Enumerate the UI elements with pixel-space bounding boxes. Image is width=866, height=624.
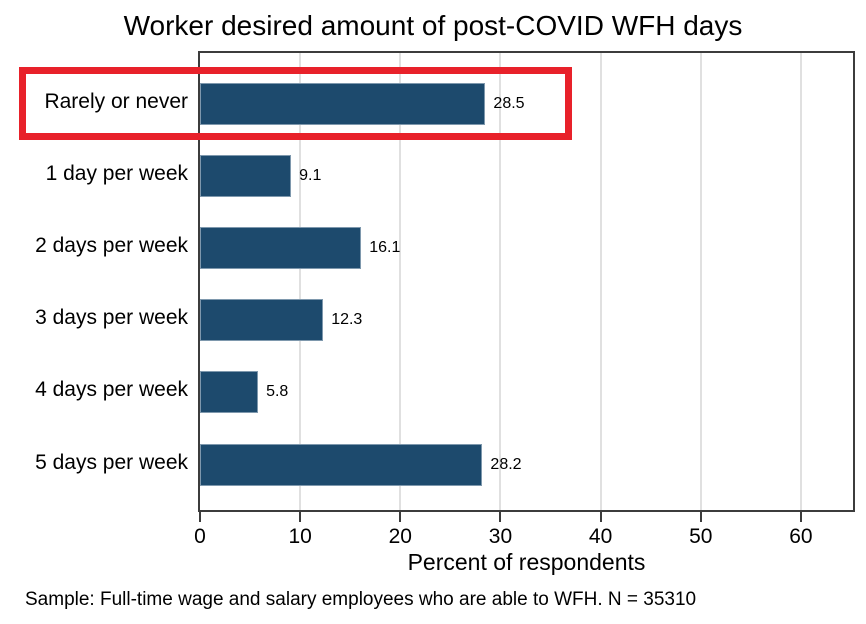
- category-label: 1 day per week: [45, 162, 188, 186]
- x-tick-mark: [599, 512, 602, 522]
- x-tick-label: 0: [194, 525, 206, 548]
- x-tick-label: 50: [689, 525, 713, 548]
- gridline-40: [599, 53, 602, 510]
- x-tick-mark: [699, 512, 702, 522]
- bar-0: [200, 83, 486, 125]
- x-axis-title: Percent of respondents: [407, 549, 646, 575]
- bar-value-label: 28.5: [493, 95, 525, 112]
- x-tick-mark: [299, 512, 302, 522]
- plot-area: 28.5 9.1 16.1 12.3 5.8 28.2: [198, 51, 855, 512]
- x-tick-label: 40: [588, 525, 613, 548]
- chart-title: Worker desired amount of post-COVID WFH …: [123, 10, 743, 41]
- bar-5: [200, 443, 483, 486]
- category-label: Rarely or never: [44, 90, 188, 113]
- bar-1: [200, 155, 292, 198]
- gridline-10: [299, 53, 302, 510]
- x-tick-mark: [199, 512, 201, 522]
- bar-value-label: 16.1: [369, 239, 401, 257]
- x-tick-label: 30: [488, 525, 513, 548]
- bar-2: [200, 227, 362, 270]
- category-label: 3 days per week: [35, 306, 188, 330]
- x-tick-label: 20: [388, 525, 412, 548]
- bar-4: [200, 371, 259, 414]
- bar-3: [200, 299, 324, 342]
- x-tick-mark: [799, 512, 802, 522]
- category-label: 2 days per week: [35, 234, 188, 258]
- red-highlight-box: [19, 67, 572, 140]
- gridline-30: [499, 53, 502, 510]
- category-label: 4 days per week: [35, 378, 188, 402]
- bar-value-label: 9.1: [299, 167, 322, 185]
- x-tick-mark: [399, 512, 402, 522]
- x-tick-mark: [499, 512, 502, 522]
- x-tick-label: 60: [789, 525, 813, 548]
- gridline-60: [799, 53, 802, 510]
- x-tick-label: 10: [288, 525, 312, 548]
- category-label: 5 days per week: [35, 450, 188, 474]
- sample-footnote: Sample: Full-time wage and salary employ…: [25, 589, 697, 610]
- gridline-20: [399, 53, 402, 510]
- bar-value-label: 28.2: [490, 455, 522, 473]
- bar-value-label: 5.8: [266, 383, 289, 401]
- gridline-50: [699, 53, 702, 510]
- bar-value-label: 12.3: [331, 311, 363, 329]
